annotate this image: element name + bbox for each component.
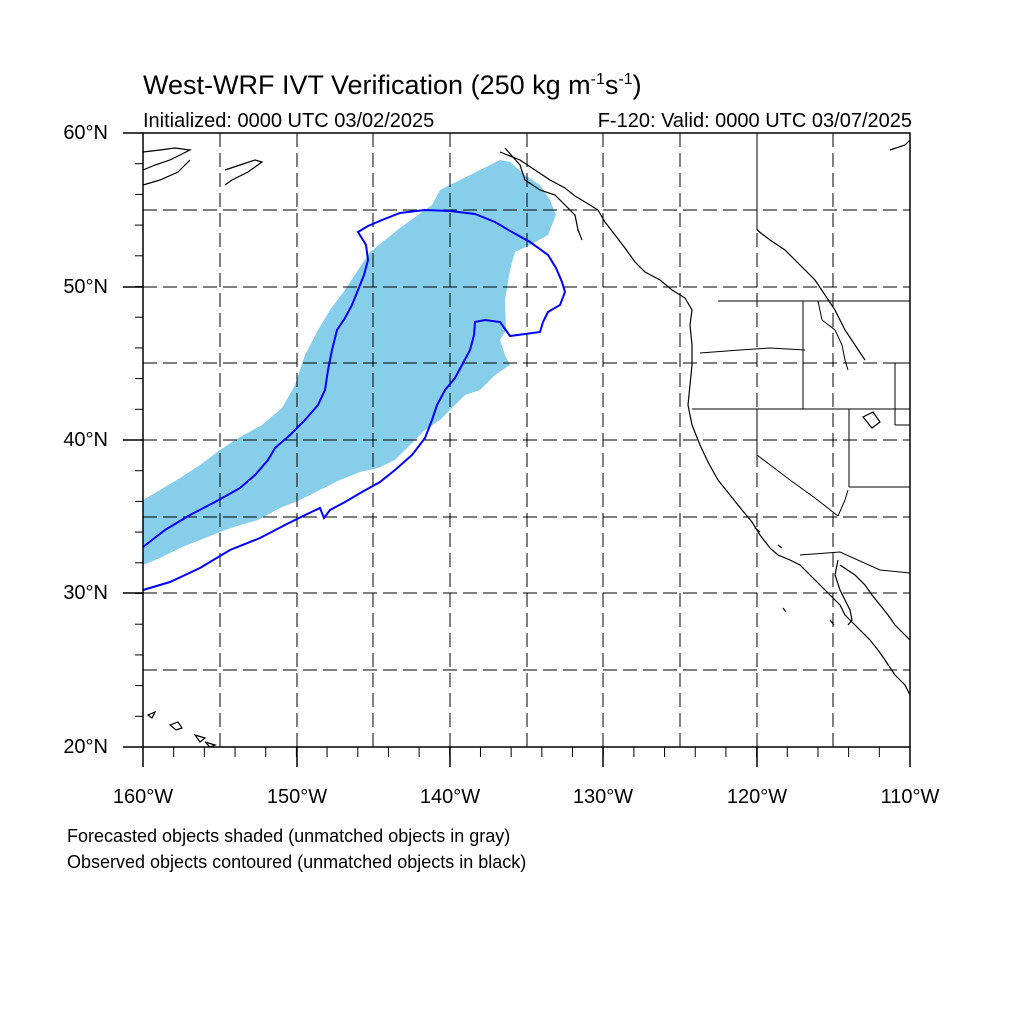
coastlines — [142, 139, 911, 748]
lat-tick-label: 40°N — [63, 429, 108, 451]
lon-tick-label: 160°W — [112, 786, 174, 808]
political-borders — [692, 133, 911, 574]
lat-tick-label: 50°N — [63, 276, 108, 298]
lat-tick-label: 60°N — [63, 122, 108, 144]
lat-tick-label: 20°N — [63, 736, 108, 758]
lon-tick-label: 120°W — [726, 786, 788, 808]
lon-tick-label: 130°W — [572, 786, 634, 808]
footer-observed-note: Observed objects contoured (unmatched ob… — [67, 852, 527, 872]
observed-object-contour — [142, 208, 567, 591]
lon-tick-label: 110°W — [880, 786, 940, 808]
chart-title: West-WRF IVT Verification (250 kg m-1s-1… — [143, 70, 642, 100]
minor-ticks — [135, 132, 911, 757]
footer-forecast-note: Forecasted objects shaded (unmatched obj… — [67, 826, 511, 846]
lon-tick-label: 150°W — [266, 786, 328, 808]
lat-tick-label: 30°N — [63, 582, 108, 604]
valid-time-label: F-120: Valid: 0000 UTC 03/07/2025 — [597, 110, 912, 132]
init-time-label: Initialized: 0000 UTC 03/02/2025 — [143, 110, 435, 132]
graticule — [143, 133, 910, 747]
lon-tick-label: 140°W — [419, 786, 481, 808]
